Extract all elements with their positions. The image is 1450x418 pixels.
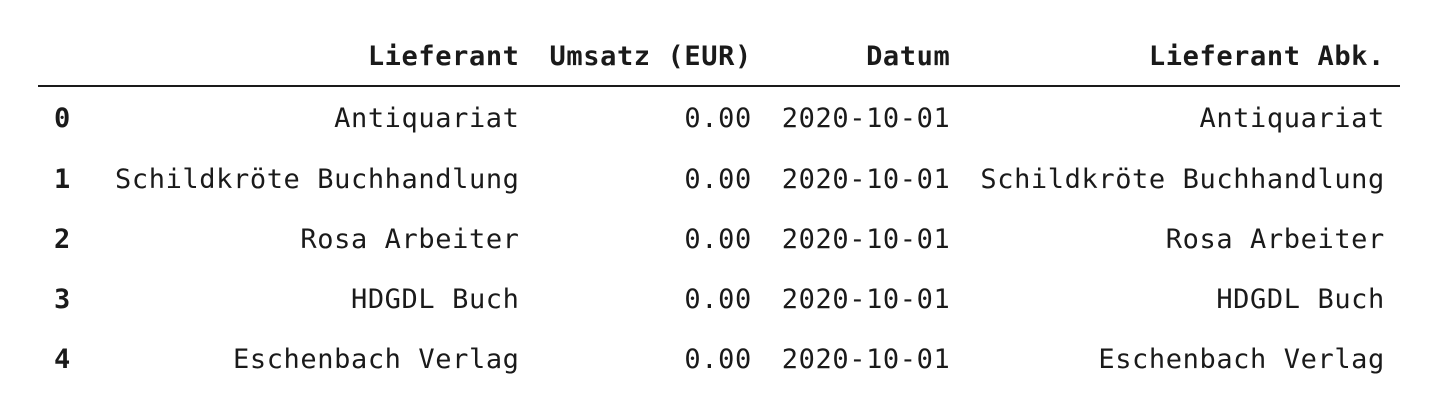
cell-datum: 2020-10-01 [781, 102, 951, 134]
cell-datum: 2020-10-01 [781, 163, 951, 195]
table-row: 0 Antiquariat 0.00 2020-10-01 Antiquaria… [38, 86, 1400, 149]
cell-lieferant-abk: Schildkröte Buchhandlung [980, 163, 1385, 195]
dataframe-table: Lieferant Umsatz (EUR) Datum Lieferant A… [38, 28, 1400, 389]
cell-lieferant: Eschenbach Verlag [232, 343, 520, 375]
cell-umsatz: 0.00 [684, 283, 752, 315]
cell-lieferant: Antiquariat [334, 102, 520, 134]
cell-lieferant: Rosa Arbeiter [300, 223, 520, 255]
cell-umsatz: 0.00 [684, 223, 752, 255]
table-row: 1 Schildkröte Buchhandlung 0.00 2020-10-… [38, 149, 1400, 209]
row-index: 1 [54, 163, 71, 195]
column-header-lieferant-abk: Lieferant Abk. [965, 28, 1400, 87]
cell-datum: 2020-10-01 [781, 343, 951, 375]
table-row: 2 Rosa Arbeiter 0.00 2020-10-01 Rosa Arb… [38, 209, 1400, 269]
cell-datum: 2020-10-01 [781, 223, 951, 255]
row-index: 0 [54, 102, 71, 134]
cell-lieferant: HDGDL Buch [350, 283, 520, 315]
row-index: 3 [54, 283, 71, 315]
table-body: 0 Antiquariat 0.00 2020-10-01 Antiquaria… [38, 86, 1400, 389]
cell-lieferant-abk: Eschenbach Verlag [1098, 343, 1385, 375]
cell-umsatz: 0.00 [684, 343, 752, 375]
column-header-umsatz: Umsatz (EUR) [534, 28, 767, 87]
column-header-datum: Datum [766, 28, 966, 87]
table-header: Lieferant Umsatz (EUR) Datum Lieferant A… [38, 28, 1400, 87]
cell-datum: 2020-10-01 [781, 283, 951, 315]
table-row: 4 Eschenbach Verlag 0.00 2020-10-01 Esch… [38, 329, 1400, 389]
index-header [38, 28, 100, 87]
header-row: Lieferant Umsatz (EUR) Datum Lieferant A… [38, 28, 1400, 87]
column-header-lieferant: Lieferant [100, 28, 535, 87]
cell-lieferant: Schildkröte Buchhandlung [115, 163, 520, 195]
cell-lieferant-abk: HDGDL Buch [1216, 283, 1385, 315]
table-row: 3 HDGDL Buch 0.00 2020-10-01 HDGDL Buch [38, 269, 1400, 329]
row-index: 2 [54, 223, 71, 255]
row-index: 4 [54, 343, 71, 375]
cell-umsatz: 0.00 [684, 102, 752, 134]
cell-lieferant-abk: Rosa Arbeiter [1165, 223, 1385, 255]
cell-lieferant-abk: Antiquariat [1199, 102, 1385, 134]
cell-umsatz: 0.00 [684, 163, 752, 195]
